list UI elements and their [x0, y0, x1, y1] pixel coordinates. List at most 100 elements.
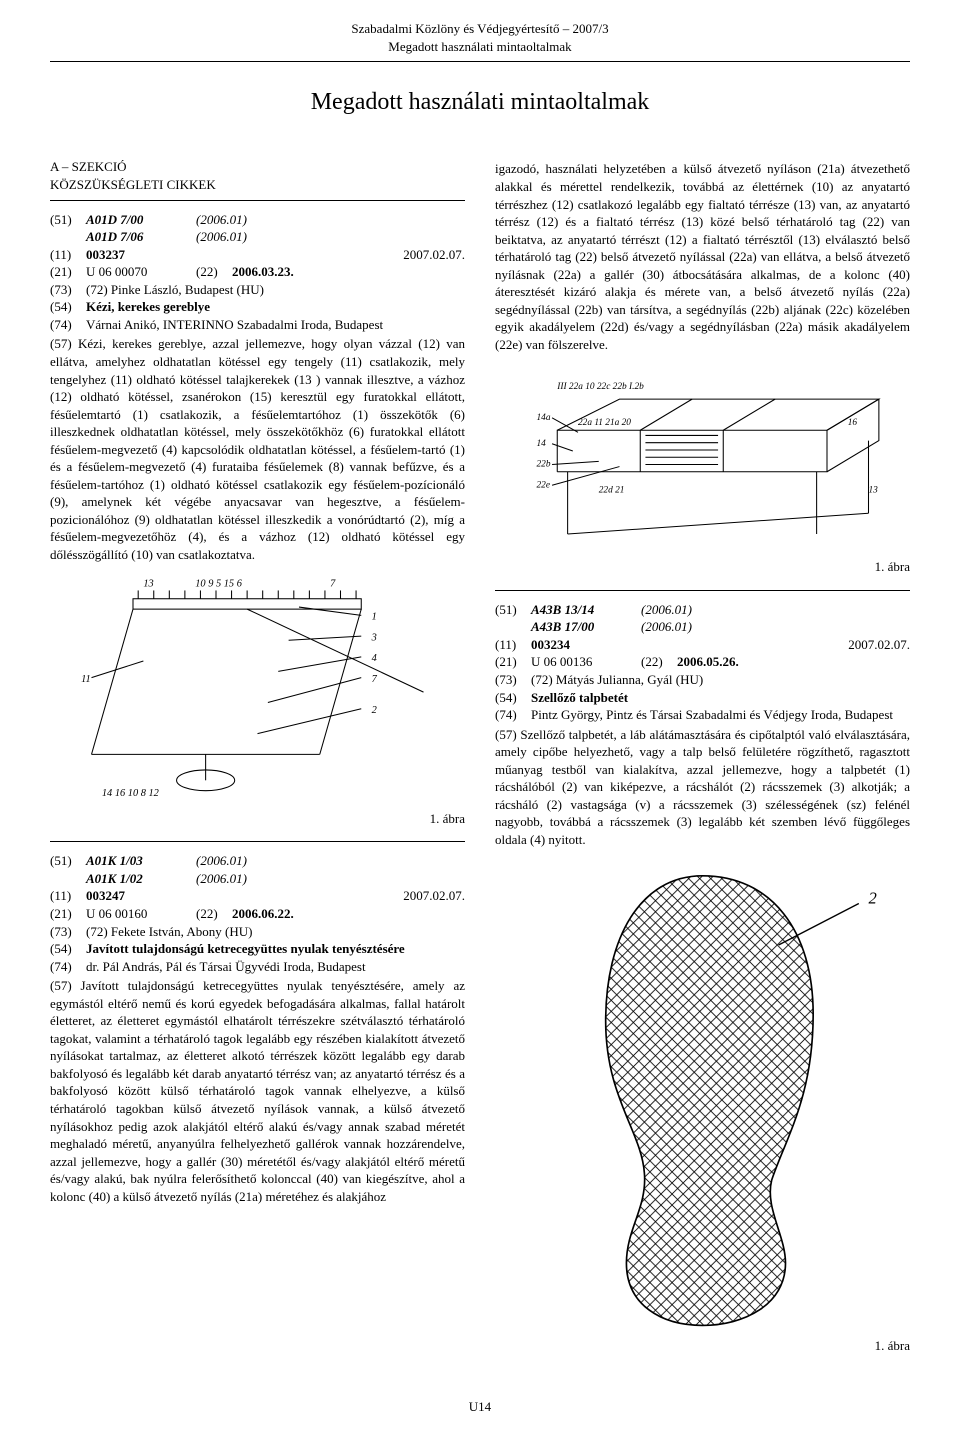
application-number: U 06 00070 [86, 263, 196, 281]
representative-row: (74) Várnai Anikó, INTERINNO Szabadalmi … [50, 316, 465, 334]
section-rule [50, 200, 465, 201]
svg-text:10 9 5 15 6: 10 9 5 15 6 [195, 578, 242, 589]
applicant-text: (72) Fekete István, Abony (HU) [86, 923, 465, 941]
applicant-text: (72) Mátyás Julianna, Gyál (HU) [531, 671, 910, 689]
title-row: (54) Javított tulajdonságú ketrecegyütte… [50, 940, 465, 958]
field-code: (22) [196, 263, 232, 281]
svg-text:III 22a 10 22c 22b I.: III 22a 10 22c 22b I.2b [556, 381, 644, 391]
abstract-text: (57) Javított tulajdonságú ketrecegyütte… [50, 977, 465, 1205]
publication-number-row: (11) 003234 2007.02.07. [495, 636, 910, 654]
field-code: (54) [50, 940, 86, 958]
patent-entry: (51) A43B 13/14 (2006.01) A43B 17/00 (20… [495, 601, 910, 849]
field-code: (54) [50, 298, 86, 316]
filing-date: 2006.05.26. [677, 653, 910, 671]
field-code: (51) [50, 211, 86, 229]
ipc-version: (2006.01) [196, 870, 247, 888]
header-line-1: Szabadalmi Közlöny és Védjegyértesítő – … [50, 20, 910, 38]
ipc-row: A43B 17/00 (2006.01) [495, 618, 910, 636]
field-code: (11) [495, 636, 531, 654]
ipc-class: A43B 17/00 [531, 618, 641, 636]
right-column: igazodó, használati helyzetében a külső … [495, 158, 910, 1368]
representative-row: (74) dr. Pál András, Pál és Társai Ügyvé… [50, 958, 465, 976]
publication-date: 2007.02.07. [848, 636, 910, 654]
field-code: (51) [495, 601, 531, 619]
svg-text:14: 14 [537, 438, 547, 448]
svg-text:4: 4 [372, 653, 377, 664]
abstract-text: (57) Kézi, kerekes gereblye, azzal jelle… [50, 335, 465, 563]
svg-text:2: 2 [372, 704, 377, 715]
svg-text:7: 7 [372, 673, 378, 684]
header-rule [50, 61, 910, 62]
application-row: (21) U 06 00136 (22) 2006.05.26. [495, 653, 910, 671]
ipc-row: (51) A01D 7/00 (2006.01) [50, 211, 465, 229]
ipc-class: A01K 1/03 [86, 852, 196, 870]
ipc-version: (2006.01) [641, 601, 692, 619]
ipc-version: (2006.01) [196, 211, 247, 229]
entry-rule [495, 590, 910, 591]
field-code: (11) [50, 887, 86, 905]
svg-text:14a: 14a [537, 412, 551, 422]
ipc-version: (2006.01) [196, 852, 247, 870]
title-row: (54) Szellőző talpbetét [495, 689, 910, 707]
abstract-continuation: igazodó, használati helyzetében a külső … [495, 160, 910, 353]
field-code: (74) [50, 316, 86, 334]
left-column: A – SZEKCIÓ KÖZSZÜKSÉGLETI CIKKEK (51) A… [50, 158, 465, 1368]
application-row: (21) U 06 00070 (22) 2006.03.23. [50, 263, 465, 281]
svg-text:22a 11 21a 20: 22a 11 21a 20 [578, 418, 631, 428]
field-code [50, 870, 86, 888]
field-code: (73) [50, 281, 86, 299]
svg-text:13: 13 [143, 578, 153, 589]
invention-title: Javított tulajdonságú ketrecegyüttes nyu… [86, 940, 465, 958]
gazette-header: Szabadalmi Közlöny és Védjegyértesítő – … [50, 20, 910, 55]
field-code: (22) [641, 653, 677, 671]
field-code: (73) [50, 923, 86, 941]
svg-text:7: 7 [330, 578, 336, 589]
ipc-version: (2006.01) [196, 228, 247, 246]
ipc-class: A43B 13/14 [531, 601, 641, 619]
field-code: (74) [50, 958, 86, 976]
figure-caption: 1. ábra [495, 558, 910, 576]
representative-text: Pintz György, Pintz és Társai Szabadalmi… [531, 706, 910, 724]
representative-text: Várnai Anikó, INTERINNO Szabadalmi Iroda… [86, 316, 465, 334]
two-column-layout: A – SZEKCIÓ KÖZSZÜKSÉGLETI CIKKEK (51) A… [50, 158, 910, 1368]
field-code: (22) [196, 905, 232, 923]
field-code: (21) [50, 905, 86, 923]
applicant-row: (73) (72) Mátyás Julianna, Gyál (HU) [495, 671, 910, 689]
field-code: (74) [495, 706, 531, 724]
figure-cage: III 22a 10 22c 22b I.2b 14a 14 22b 22e 2… [495, 368, 910, 576]
invention-title: Szellőző talpbetét [531, 689, 910, 707]
publication-number: 003234 [531, 636, 570, 654]
representative-row: (74) Pintz György, Pintz és Társai Szaba… [495, 706, 910, 724]
field-code: (54) [495, 689, 531, 707]
abstract-text: (57) Szellőző talpbetét, a láb alátámasz… [495, 726, 910, 849]
field-code: (21) [495, 653, 531, 671]
svg-text:22e: 22e [537, 480, 550, 490]
rake-drawing-svg: 13 10 9 5 15 6 7 1 3 4 7 [50, 578, 465, 806]
field-code: (51) [50, 852, 86, 870]
entry-rule [50, 841, 465, 842]
publication-number-row: (11) 003247 2007.02.07. [50, 887, 465, 905]
publication-number: 003247 [86, 887, 125, 905]
ipc-class: A01D 7/06 [86, 228, 196, 246]
representative-text: dr. Pál András, Pál és Társai Ügyvédi Ir… [86, 958, 465, 976]
title-row: (54) Kézi, kerekes gereblye [50, 298, 465, 316]
publication-date: 2007.02.07. [403, 246, 465, 264]
svg-text:1: 1 [372, 611, 377, 622]
field-code: (11) [50, 246, 86, 264]
figure-caption: 1. ábra [50, 810, 465, 828]
svg-text:16: 16 [848, 418, 858, 428]
figure-caption: 1. ábra [495, 1337, 910, 1355]
invention-title: Kézi, kerekes gereblye [86, 298, 465, 316]
ipc-class: A01K 1/02 [86, 870, 196, 888]
ipc-row: A01K 1/02 (2006.01) [50, 870, 465, 888]
ipc-row: (51) A43B 13/14 (2006.01) [495, 601, 910, 619]
field-code: (21) [50, 263, 86, 281]
svg-text:22d 21: 22d 21 [599, 485, 625, 495]
svg-text:13: 13 [869, 485, 879, 495]
application-row: (21) U 06 00160 (22) 2006.06.22. [50, 905, 465, 923]
application-number: U 06 00136 [531, 653, 641, 671]
section-header: A – SZEKCIÓ KÖZSZÜKSÉGLETI CIKKEK [50, 158, 465, 193]
field-code [50, 228, 86, 246]
applicant-row: (73) (72) Fekete István, Abony (HU) [50, 923, 465, 941]
figure-insole: 2 1. ábra [495, 862, 910, 1354]
